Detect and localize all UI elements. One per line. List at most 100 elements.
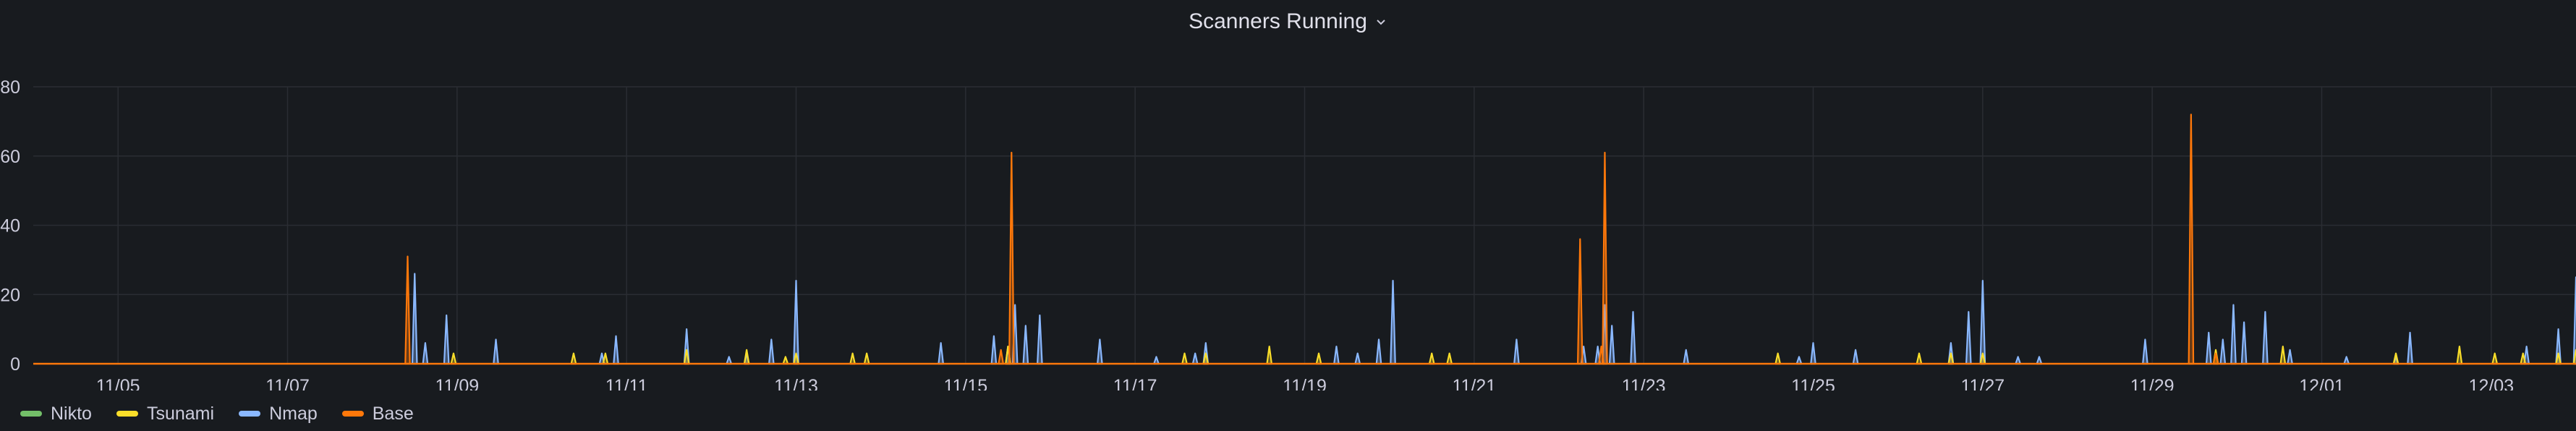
x-tick-label: 11/11 — [605, 376, 648, 391]
nmap-spike — [1630, 311, 1636, 365]
legend-swatch — [116, 411, 138, 417]
legend-item-nmap[interactable]: Nmap — [239, 404, 318, 424]
tsunami-spike — [2279, 345, 2287, 365]
tsunami-spike — [782, 356, 789, 365]
nmap-spike — [1965, 311, 1972, 365]
tsunami-spike — [1315, 352, 1322, 365]
nmap-spike — [793, 280, 799, 365]
panel-header: Scanners Running — [0, 0, 2576, 43]
nmap-spike — [1375, 338, 1382, 365]
nmap-spike — [1683, 349, 1690, 365]
series-base — [404, 114, 2219, 365]
base-spike — [2188, 114, 2195, 365]
legend-item-nikto[interactable]: Nikto — [20, 404, 92, 424]
nmap-spike — [1333, 345, 1340, 365]
nmap-spike — [1037, 314, 1043, 365]
x-tick-label: 11/29 — [2130, 376, 2175, 391]
nmap-spike — [1979, 280, 1986, 365]
legend: Nikto Tsunami Nmap Base — [20, 398, 414, 430]
nmap-spike — [2343, 356, 2350, 365]
y-tick-label: 0 — [10, 354, 20, 375]
time-series-chart[interactable]: 0 20 40 60 80 11/05 11/07 11/09 11/11 11/13 11/15… — [0, 43, 2576, 391]
x-tick-label: 11/27 — [1960, 376, 2005, 391]
nmap-spike — [411, 273, 418, 365]
nmap-spike — [493, 338, 499, 365]
tsunami-spike — [1428, 352, 1435, 365]
legend-label: Nikto — [51, 403, 92, 424]
nmap-spike — [1852, 349, 1859, 365]
x-tick-label: 11/13 — [774, 376, 818, 391]
nmap-spike — [2240, 321, 2248, 365]
x-tick-label: 12/01 — [2299, 376, 2345, 391]
tsunami-spike — [863, 352, 870, 365]
tsunami-spike — [1266, 345, 1272, 365]
tsunami-spike — [570, 352, 577, 365]
x-tick-label: 11/21 — [1452, 376, 1496, 391]
nmap-spike — [422, 342, 429, 365]
x-axis: 11/05 11/07 11/09 11/11 11/13 11/15 11/17 11/19… — [96, 376, 2514, 391]
nmap-spike — [2036, 356, 2043, 365]
base-spike — [1602, 151, 1608, 365]
x-tick-label: 11/09 — [435, 376, 479, 391]
nmap-spike — [1810, 342, 1816, 365]
legend-swatch — [341, 411, 364, 417]
tsunami-spike — [602, 352, 609, 365]
x-tick-label: 11/07 — [265, 376, 310, 391]
tsunami-spike — [743, 349, 750, 365]
series-layer — [33, 114, 2576, 365]
nmap-spike — [1608, 325, 1615, 365]
grid — [33, 86, 2576, 364]
y-tick-label: 80 — [0, 77, 20, 98]
panel-title: Scanners Running — [1189, 9, 1367, 33]
base-spike — [998, 349, 1004, 365]
nmap-spike — [2142, 338, 2148, 365]
panel-title-menu[interactable]: Scanners Running — [1189, 9, 1387, 34]
x-tick-label: 11/23 — [1622, 376, 1666, 391]
y-tick-label: 40 — [0, 216, 20, 236]
tsunami-spike — [1774, 352, 1781, 365]
x-tick-label: 11/17 — [1113, 376, 1157, 391]
x-tick-label: 11/15 — [943, 376, 987, 391]
nmap-spike — [2230, 304, 2237, 365]
legend-swatch — [239, 411, 261, 417]
tsunami-spike — [2392, 352, 2399, 365]
nmap-spike — [1354, 352, 1361, 365]
y-tick-label: 20 — [0, 285, 20, 305]
tsunami-spike — [2491, 352, 2499, 365]
nmap-spike — [613, 335, 619, 365]
tsunami-spike — [2456, 345, 2463, 365]
tsunami-spike — [1446, 352, 1453, 365]
x-tick-label: 12/03 — [2469, 376, 2515, 391]
chevron-down-icon — [1377, 20, 1385, 25]
series-nmap — [411, 273, 2576, 365]
nmap-spike — [990, 335, 998, 365]
nmap-spike — [726, 356, 733, 365]
nmap-spike — [1513, 338, 1520, 365]
legend-label: Base — [372, 403, 414, 424]
y-axis: 0 20 40 60 80 — [0, 77, 20, 375]
tsunami-spike — [849, 352, 856, 365]
legend-label: Nmap — [269, 403, 318, 424]
legend-swatch — [20, 411, 42, 417]
legend-item-tsunami[interactable]: Tsunami — [116, 404, 214, 424]
nmap-spike — [443, 314, 450, 365]
nmap-spike — [1097, 338, 1103, 365]
nmap-spike — [1795, 356, 1803, 365]
nmap-spike — [2205, 331, 2212, 365]
x-tick-label: 11/19 — [1283, 376, 1327, 391]
base-spike — [404, 255, 411, 365]
nmap-spike — [1390, 280, 1396, 365]
tsunami-spike — [450, 352, 457, 365]
nmap-spike — [1153, 356, 1160, 365]
tsunami-spike — [1916, 352, 1923, 365]
tsunami-spike — [1181, 352, 1188, 365]
nmap-spike — [768, 338, 775, 365]
base-spike — [1576, 238, 1584, 365]
nmap-spike — [2407, 331, 2413, 365]
legend-label: Tsunami — [146, 403, 215, 424]
legend-item-base[interactable]: Base — [341, 403, 414, 424]
tsunami-spike — [2572, 349, 2576, 365]
y-tick-label: 60 — [0, 147, 20, 167]
nmap-spike — [2219, 338, 2227, 365]
nmap-spike — [1191, 352, 1199, 365]
